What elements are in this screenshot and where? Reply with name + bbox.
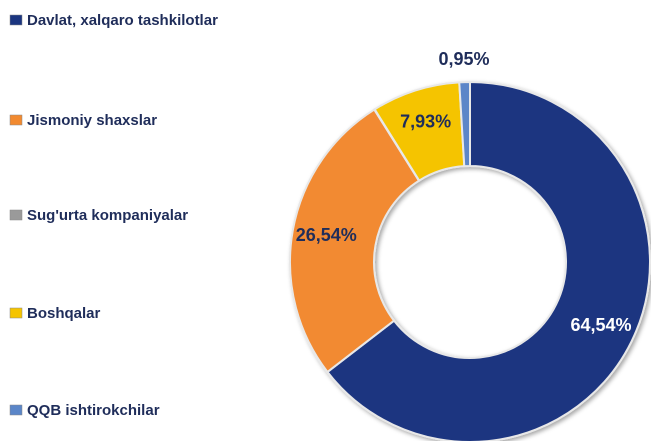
legend-label: Boshqalar [27, 305, 101, 322]
legend-label: Jismoniy shaxslar [27, 112, 157, 129]
slice [458, 80, 471, 168]
legend-swatch [9, 307, 23, 319]
data-label: 7,93% [400, 112, 451, 132]
legend-swatch [9, 114, 23, 126]
legend-swatch [9, 14, 23, 26]
legend-swatch [9, 209, 23, 221]
legend-label: Davlat, xalqaro tashkilotlar [27, 12, 218, 29]
legend-label: QQB ishtirokchilar [27, 402, 160, 419]
slice [326, 80, 651, 441]
legend-label: Sug'urta kompaniyalar [27, 207, 188, 224]
slice [289, 108, 421, 374]
legend-swatch [9, 404, 23, 416]
data-label: 64,54% [570, 315, 631, 335]
data-label: 26,54% [296, 225, 357, 245]
data-label: 0,95% [438, 49, 489, 69]
